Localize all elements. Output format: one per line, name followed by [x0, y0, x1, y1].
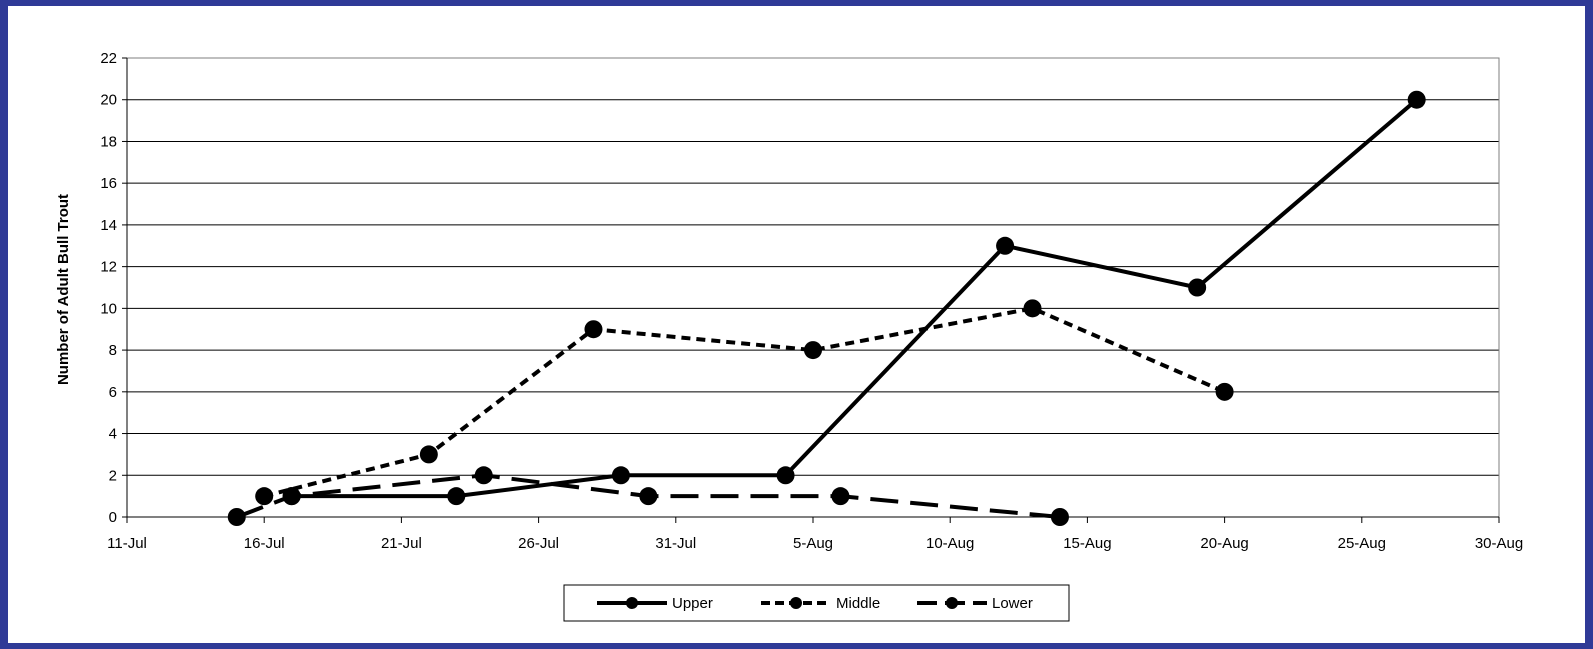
legend-item-upper: Upper [597, 595, 713, 612]
legend-marker [790, 597, 802, 609]
gridlines [127, 57, 1499, 476]
data-point [474, 466, 493, 485]
data-point [639, 487, 658, 506]
axes: 0 2 4 6 8 10 12 14 16 18 20 22 11-Jul 16-Jul 21-Jul 26-… [100, 50, 1523, 552]
data-point [804, 341, 822, 360]
data-point [282, 487, 301, 506]
legend-label: Upper [672, 595, 713, 612]
data-point [1023, 299, 1042, 318]
y-tick-label: 6 [109, 384, 117, 401]
series-lines [227, 90, 1426, 526]
x-tick-label: 25-Aug [1338, 535, 1386, 552]
y-tick-label: 18 [100, 133, 117, 150]
x-tick-label: 16-Jul [244, 535, 285, 552]
data-point [227, 508, 246, 526]
data-point [996, 236, 1015, 255]
x-tick-label: 15-Aug [1063, 535, 1111, 552]
chart-frame [8, 6, 1585, 643]
data-point [1188, 278, 1207, 297]
x-tick-label: 21-Jul [381, 535, 422, 552]
legend-marker [946, 597, 958, 609]
series-lower [227, 466, 1069, 526]
series-line-middle [263, 306, 1226, 499]
data-point [831, 487, 850, 506]
x-tick-label: 31-Jul [655, 535, 696, 552]
y-tick-label: 2 [109, 467, 117, 484]
x-tick-label: 5-Aug [793, 535, 833, 552]
data-point [584, 320, 603, 339]
x-tick-label: 20-Aug [1200, 535, 1248, 552]
x-tick-label: 30-Aug [1475, 535, 1523, 552]
y-tick-label: 12 [100, 259, 117, 276]
legend-marker [626, 597, 638, 609]
data-point [419, 445, 438, 464]
series-line-lower [236, 473, 1061, 519]
y-tick-label: 10 [100, 300, 117, 317]
data-point [776, 466, 795, 485]
data-point [611, 466, 630, 485]
x-tick-label: 26-Jul [518, 535, 559, 552]
y-tick-label: 20 [100, 92, 117, 109]
legend-label: Lower [992, 595, 1033, 612]
x-tick-label: 11-Jul [107, 535, 147, 552]
y-tick-label: 8 [109, 342, 117, 359]
data-point [1215, 382, 1234, 401]
y-axis-title: Number of Adult Bull Trout [55, 194, 72, 385]
data-point [447, 487, 466, 506]
y-tick-label: 4 [109, 426, 117, 443]
legend-label: Middle [836, 595, 880, 612]
y-tick-label: 16 [100, 175, 117, 192]
data-point [255, 487, 274, 506]
y-tick-label: 0 [109, 509, 117, 526]
y-tick-label: 14 [100, 217, 117, 234]
legend: Upper Middle Lower [563, 584, 1070, 622]
data-point [1050, 508, 1069, 526]
series-line-upper [291, 98, 1418, 499]
legend-item-lower: Lower [917, 595, 1033, 612]
x-tick-label: 10-Aug [926, 535, 974, 552]
series-middle [255, 299, 1234, 506]
data-point [1407, 90, 1426, 109]
legend-item-middle: Middle [761, 595, 880, 612]
y-tick-label: 22 [100, 50, 117, 67]
series-upper [282, 90, 1426, 506]
